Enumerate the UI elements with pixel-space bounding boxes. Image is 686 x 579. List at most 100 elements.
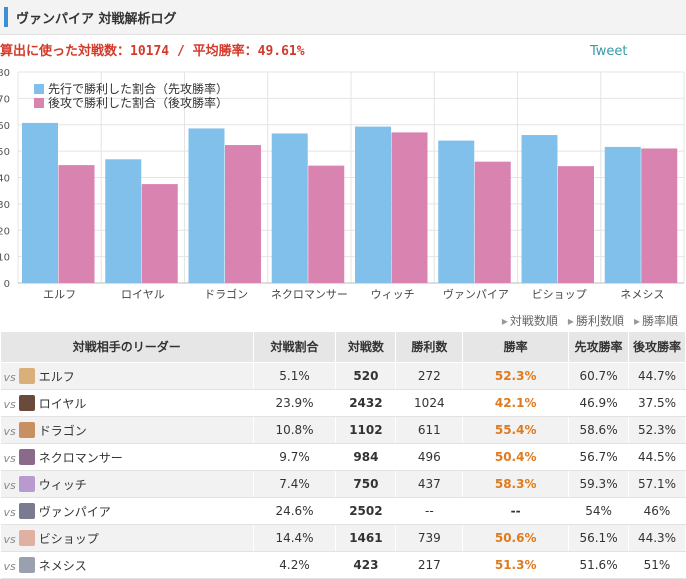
leader-avatar (18, 448, 35, 465)
second-rate-cell: 44.3% (628, 524, 686, 552)
games-cell: 520 (335, 362, 397, 390)
vs-label: vs (3, 370, 16, 384)
bar-second-rate (641, 148, 678, 283)
bar-second-rate (58, 165, 95, 283)
col-header-wins[interactable]: 勝利数 (395, 331, 464, 363)
vs-label: vs (3, 559, 16, 573)
y-tick-label: 0 (4, 279, 10, 290)
games-cell: 984 (335, 443, 397, 471)
rate-cell: 58.3% (462, 470, 570, 498)
bar-first-rate (521, 135, 558, 283)
share-cell: 5.1% (253, 362, 337, 390)
table-row: vs ネメシス 4.2% 423 217 51.3% 51.6% 51% (0, 551, 686, 579)
y-tick-label: 50 (0, 147, 10, 158)
bar-first-rate (604, 146, 641, 283)
leader-cell: vs ウィッチ (0, 470, 254, 498)
col-header-first-rate[interactable]: 先攻勝率 (568, 331, 629, 363)
col-header-second-rate[interactable]: 後攻勝率 (628, 331, 686, 363)
share-cell: 23.9% (253, 389, 337, 417)
bar-second-rate (141, 184, 178, 283)
vs-label: vs (3, 397, 16, 411)
sort-by-wins-link[interactable]: 勝利数順 (568, 312, 624, 329)
share-cell: 24.6% (253, 497, 337, 525)
leader-name: ネメシス (38, 558, 87, 573)
first-rate-cell: 46.9% (568, 389, 629, 417)
table-row: vs ビショップ 14.4% 1461 739 50.6% 56.1% 44.3% (0, 524, 686, 552)
wins-cell: 611 (395, 416, 464, 444)
wins-cell: 1024 (395, 389, 464, 417)
x-tick-label: ウィッチ (371, 288, 415, 301)
bar-first-rate (355, 126, 391, 283)
x-tick-label: ネクロマンサー (271, 288, 348, 301)
games-cell: 750 (335, 470, 397, 498)
matchup-table: 対戦相手のリーダー 対戦割合 対戦数 勝利数 勝率 先攻勝率 後攻勝率 vs エル… (0, 331, 686, 579)
tweet-link[interactable]: Tweet (590, 44, 628, 59)
summary-text: 算出に使った対戦数：10174 / 平均勝率：49.61% (0, 44, 305, 59)
col-header-rate[interactable]: 勝率 (462, 331, 570, 363)
sort-by-games-link[interactable]: 対戦数順 (502, 312, 558, 329)
share-cell: 10.8% (253, 416, 337, 444)
y-tick-label: 30 (0, 200, 10, 211)
first-rate-cell: 56.1% (568, 524, 629, 552)
leader-cell: vs ネクロマンサー (0, 443, 254, 471)
y-tick-label: 60 (0, 121, 10, 132)
rate-cell: 50.6% (462, 524, 570, 552)
share-cell: 4.2% (253, 551, 337, 579)
x-tick-label: ビショップ (532, 288, 587, 301)
wins-cell: 739 (395, 524, 464, 552)
rate-cell: 50.4% (462, 443, 570, 471)
leader-name: ネクロマンサー (38, 450, 123, 465)
bar-first-rate (22, 122, 58, 283)
leader-avatar (18, 556, 35, 573)
legend-label: 先行で勝利した割合（先攻勝率） (48, 81, 228, 96)
bar-first-rate (188, 128, 225, 283)
leader-name: エルフ (38, 369, 75, 384)
bar-first-rate (105, 159, 142, 283)
first-rate-cell: 58.6% (568, 416, 629, 444)
wins-cell: -- (395, 497, 464, 525)
rate-cell: -- (462, 497, 570, 525)
vs-label: vs (3, 478, 16, 492)
vs-label: vs (3, 505, 16, 519)
vs-label: vs (3, 424, 16, 438)
legend-label: 後攻で勝利した割合（後攻勝率） (48, 95, 228, 110)
y-tick-label: 80 (0, 68, 10, 79)
y-tick-label: 20 (0, 226, 10, 237)
rate-cell: 42.1% (462, 389, 570, 417)
y-tick-label: 10 (0, 253, 10, 264)
bar-second-rate (558, 166, 594, 283)
first-rate-cell: 51.6% (568, 551, 629, 579)
x-tick-label: ネメシス (620, 288, 664, 301)
y-tick-label: 70 (0, 94, 10, 105)
first-rate-cell: 54% (568, 497, 629, 525)
vs-label: vs (3, 532, 16, 546)
wins-cell: 217 (395, 551, 464, 579)
vs-label: vs (3, 451, 16, 465)
first-rate-cell: 60.7% (568, 362, 629, 390)
col-header-leader[interactable]: 対戦相手のリーダー (0, 331, 254, 363)
leader-name: ロイヤル (38, 396, 87, 411)
bar-first-rate (438, 140, 475, 283)
leader-avatar (18, 475, 35, 492)
rate-cell: 55.4% (462, 416, 570, 444)
leader-cell: vs ビショップ (0, 524, 254, 552)
leader-name: ドラゴン (38, 423, 87, 438)
win-rate-chart: 0 10 20 30 40 50 60 70 80 エルフ ロイヤル ドラゴン ネクロマンサー ウィッチ ヴ… (0, 68, 685, 301)
games-cell: 1461 (335, 524, 397, 552)
games-cell: 2432 (335, 389, 397, 417)
games-cell: 1102 (335, 416, 397, 444)
share-cell: 7.4% (253, 470, 337, 498)
leader-cell: vs ヴァンパイア (0, 497, 254, 525)
share-cell: 14.4% (253, 524, 337, 552)
leader-name: ウィッチ (38, 477, 87, 492)
wins-cell: 437 (395, 470, 464, 498)
x-tick-label: ヴァンパイア (443, 287, 509, 301)
table-row: vs エルフ 5.1% 520 272 52.3% 60.7% 44.7% (0, 362, 686, 390)
sort-by-rate-link[interactable]: 勝率順 (634, 312, 678, 329)
col-header-share[interactable]: 対戦割合 (252, 331, 337, 363)
second-rate-cell: 52.3% (628, 416, 686, 444)
first-rate-cell: 59.3% (568, 470, 629, 498)
table-header-row: 対戦相手のリーダー 対戦割合 対戦数 勝利数 勝率 先攻勝率 後攻勝率 (0, 331, 686, 363)
col-header-games[interactable]: 対戦数 (335, 331, 397, 363)
bar-second-rate (225, 145, 261, 283)
